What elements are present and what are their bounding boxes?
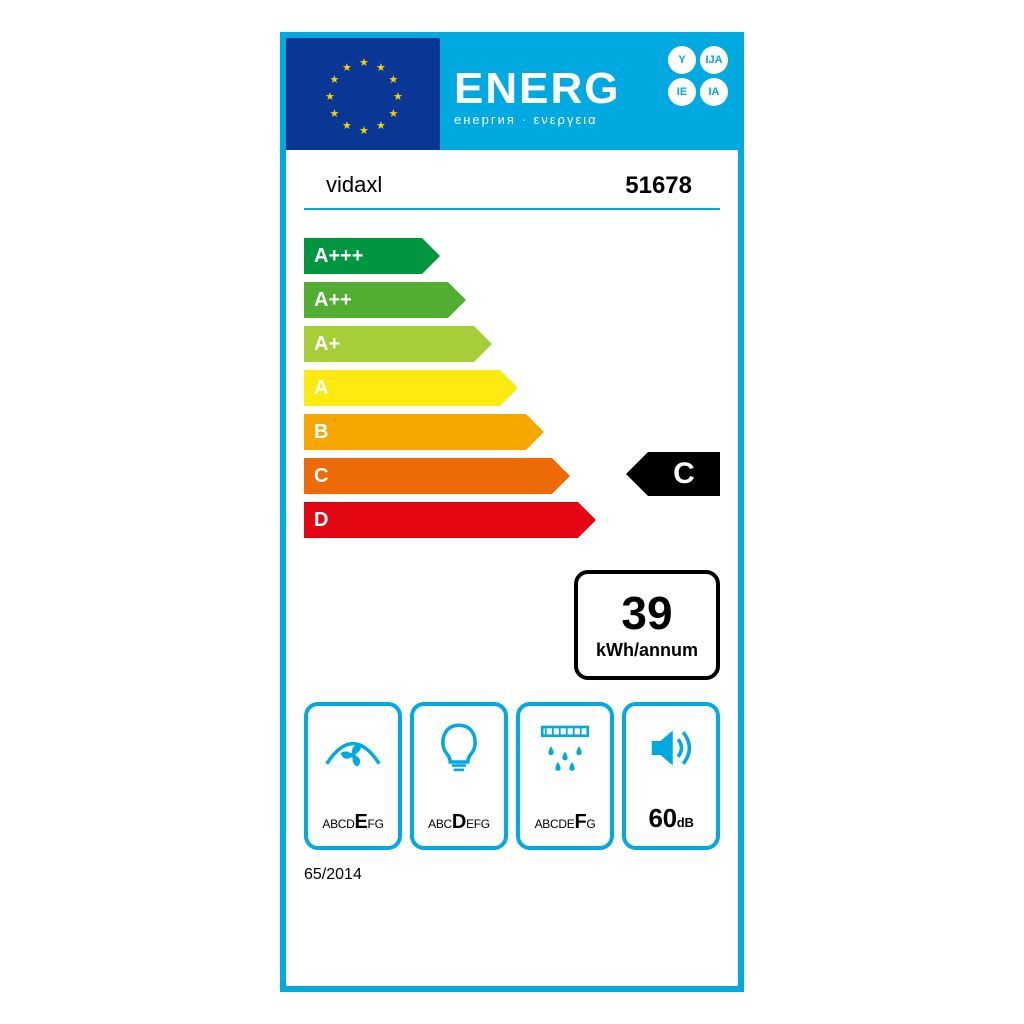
model-number: 51678 (625, 172, 692, 200)
rating-bar: D (304, 500, 720, 540)
consumption-value: 39 (621, 590, 672, 636)
rating-bar: B (304, 412, 720, 452)
energy-label: ★★★★★★★★★★★★ Y IJA IE IA ENERG енергия ·… (280, 32, 744, 992)
fan-icon (325, 720, 381, 776)
noise-value: 60dB (648, 803, 693, 834)
grease-class-scale: ABCDEFG (535, 811, 596, 834)
fan-class-scale: ABCDEFG (322, 811, 383, 834)
badge: Y (668, 46, 696, 74)
rating-letter: C (673, 457, 695, 491)
rating-bar-label: A++ (314, 289, 352, 312)
annual-consumption: 39 kWh/annum (574, 570, 720, 680)
grease-filter-icon (537, 720, 593, 776)
rating-bar-label: C (314, 465, 328, 488)
badge: IE (668, 78, 696, 106)
eu-flag: ★★★★★★★★★★★★ (286, 38, 440, 150)
rating-bar: A++ (304, 280, 720, 320)
energy-title-block: Y IJA IE IA ENERG енергия · ενεργεια (440, 38, 738, 150)
badge: IJA (700, 46, 728, 74)
fan-class-box: ABCDEFG (304, 702, 402, 850)
eu-stars-icon: ★★★★★★★★★★★★ (318, 49, 408, 139)
efficiency-scale: C A+++A++A+ABCD (286, 210, 738, 544)
bulb-icon (431, 720, 487, 776)
rating-bar-label: B (314, 421, 328, 444)
regulation-number: 65/2014 (286, 850, 738, 894)
rating-bar-label: A+++ (314, 245, 363, 268)
brand-name: vidaxl (326, 172, 382, 200)
product-meta: vidaxl 51678 (304, 150, 720, 210)
rating-bar: A+ (304, 324, 720, 364)
language-badges: Y IJA IE IA (668, 46, 728, 106)
rating-bar: A (304, 368, 720, 408)
rating-bar-label: A (314, 377, 328, 400)
header: ★★★★★★★★★★★★ Y IJA IE IA ENERG енергия ·… (286, 38, 738, 150)
light-class-scale: ABCDEFG (428, 811, 490, 834)
badge: IA (700, 78, 728, 106)
class-boxes: ABCDEFG ABCDEFG (286, 680, 738, 850)
energy-subtitle: енергия · ενεργεια (454, 112, 724, 127)
consumption-unit: kWh/annum (596, 640, 698, 661)
noise-icon (643, 720, 699, 776)
rating-bar: A+++ (304, 236, 720, 276)
light-class-box: ABCDEFG (410, 702, 508, 850)
rating-bar-label: A+ (314, 333, 340, 356)
rating-bar-label: D (314, 509, 328, 532)
rating-pointer: C (648, 452, 720, 496)
noise-class-box: 60dB (622, 702, 720, 850)
grease-class-box: ABCDEFG (516, 702, 614, 850)
